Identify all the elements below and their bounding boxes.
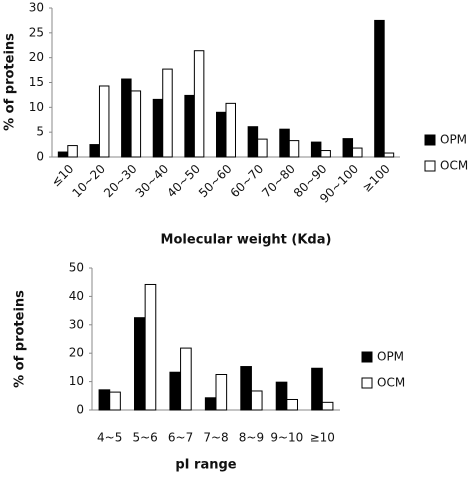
y-tick-label: 10 [69, 374, 84, 388]
y-axis-title: % of proteins [3, 33, 18, 131]
bar [144, 283, 157, 411]
bar [288, 140, 300, 158]
y-tick-label: 20 [29, 50, 44, 64]
bar [352, 147, 363, 158]
x-tick-label: ≥100 [360, 162, 393, 195]
x-tick-label: 9~10 [270, 431, 303, 445]
x-tick-label: ≤10 [49, 162, 77, 190]
y-tick-label: 15 [29, 75, 44, 89]
bar [204, 397, 217, 411]
bar [275, 381, 288, 411]
bar [121, 78, 132, 158]
bar [134, 317, 146, 411]
bar [286, 398, 298, 411]
bar [279, 128, 290, 158]
bar [162, 68, 173, 158]
bar [310, 141, 322, 158]
y-tick-label: 5 [36, 125, 44, 139]
bar [57, 151, 69, 158]
x-axis-title: Molecular weight (Kda) [161, 233, 332, 248]
x-tick-label: 7~8 [203, 431, 228, 445]
bar [374, 19, 385, 158]
bar [225, 102, 236, 158]
legend-swatch [361, 351, 373, 363]
bar [109, 391, 121, 411]
x-tick-label: 4~5 [97, 431, 122, 445]
y-tick-label: 20 [69, 346, 84, 360]
bar [383, 152, 395, 158]
legend-label: OCM [377, 376, 405, 390]
legend-label: OPM [440, 133, 467, 147]
y-tick-label: 30 [29, 1, 44, 15]
x-tick-label: 30~40 [133, 162, 172, 201]
x-tick-label: 10~20 [69, 162, 108, 201]
x-tick-label: 6~7 [168, 431, 193, 445]
x-tick-label: 60~70 [228, 162, 267, 201]
bar [321, 401, 334, 411]
legend-swatch [424, 134, 436, 146]
bar [184, 94, 195, 158]
legend-swatch [424, 160, 436, 172]
bar [193, 50, 205, 158]
y-tick-label: 50 [69, 261, 84, 275]
bar [98, 389, 111, 411]
y-tick-label: 40 [69, 289, 84, 303]
bar [342, 138, 354, 158]
y-axis-title: % of proteins [13, 290, 28, 388]
x-tick-label: 8~9 [239, 431, 264, 445]
bar [130, 90, 142, 158]
bar [320, 150, 331, 158]
bar [169, 371, 182, 411]
x-axis-title: pI range [175, 458, 236, 473]
legend-label: OPM [377, 350, 404, 364]
bar [67, 145, 78, 158]
x-tick-label: 20~30 [101, 162, 140, 201]
y-tick-label: 30 [69, 317, 84, 331]
x-tick-label: 40~50 [164, 162, 203, 201]
bar [215, 374, 228, 411]
y-tick-label: 10 [29, 100, 44, 114]
bar [240, 366, 252, 411]
bar [311, 367, 323, 411]
x-tick-label: 50~60 [196, 162, 235, 201]
x-tick-label: 70~80 [259, 162, 298, 201]
bar [257, 138, 268, 158]
x-tick-label: 5~6 [132, 431, 157, 445]
x-tick-label: ≥10 [310, 431, 335, 445]
y-tick-label: 0 [36, 150, 44, 164]
legend-label: OCM [440, 159, 468, 173]
bar [152, 98, 164, 158]
bar [247, 126, 259, 158]
bar [216, 111, 227, 158]
y-tick-label: 0 [76, 403, 84, 417]
y-tick-label: 25 [29, 25, 44, 39]
bar [180, 347, 192, 411]
bar [250, 390, 263, 411]
bar [89, 144, 100, 158]
legend-swatch [361, 377, 373, 389]
bar [98, 85, 110, 158]
